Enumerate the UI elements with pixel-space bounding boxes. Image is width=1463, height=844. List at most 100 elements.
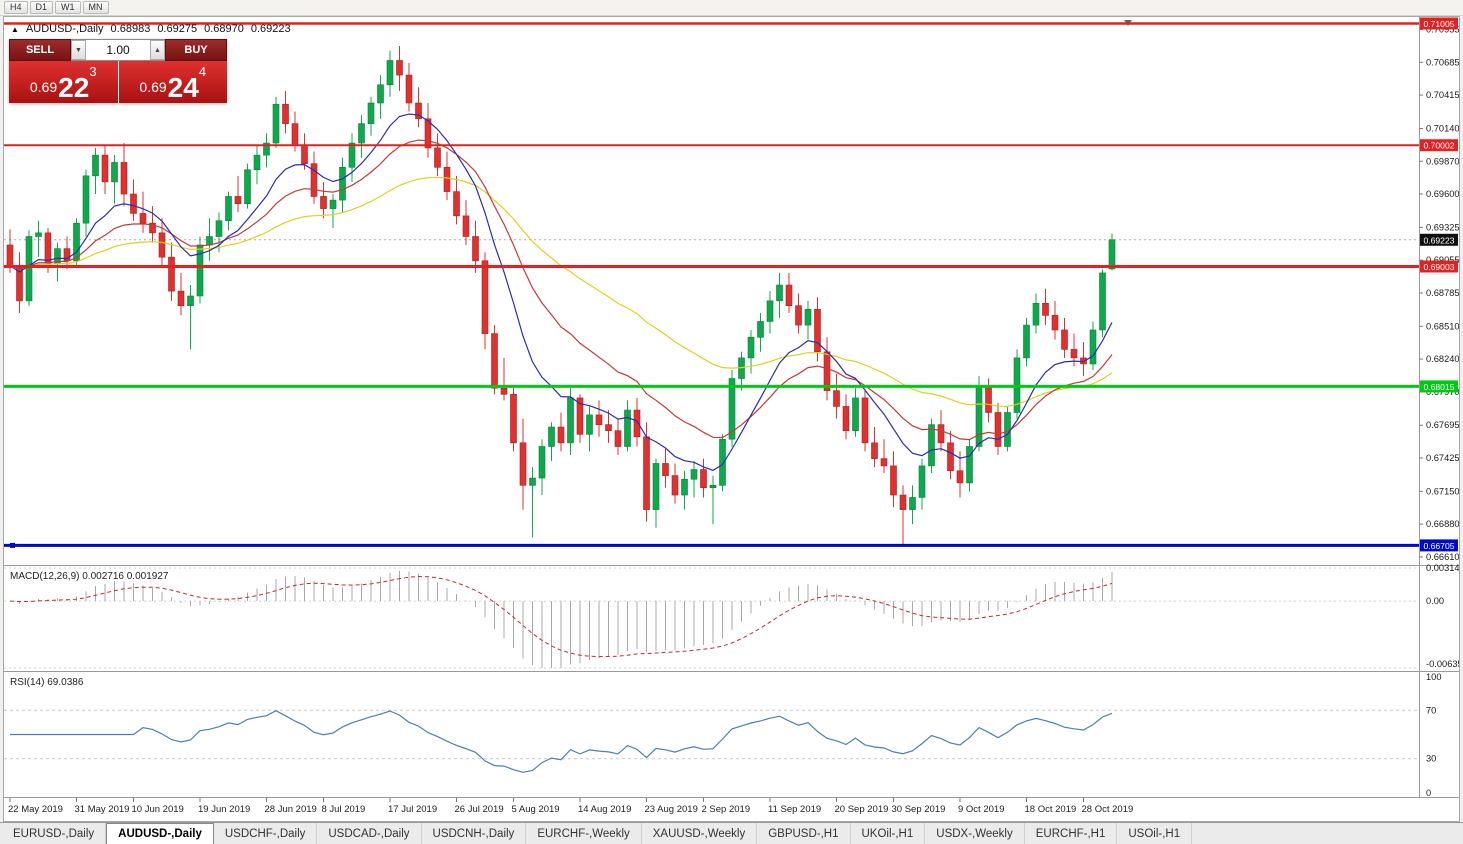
timeframe-toolbar: H4 D1 W1 MN bbox=[0, 0, 1463, 16]
svg-text:0.69003: 0.69003 bbox=[1423, 262, 1454, 272]
chart-tab-USDCAD-Daily[interactable]: USDCAD-,Daily bbox=[317, 823, 422, 844]
price-axis[interactable]: 0.70955 0.70685 0.70415 0.70140 0.69870 0.696… bbox=[1419, 25, 1459, 562]
svg-text:100: 100 bbox=[1426, 672, 1442, 682]
symbol-info-line: ▲ AUDUSD-,Daily 0.68983 0.69275 0.68970 … bbox=[11, 23, 291, 35]
svg-text:14 Aug 2019: 14 Aug 2019 bbox=[578, 804, 631, 815]
svg-text:11 Sep 2019: 11 Sep 2019 bbox=[768, 804, 821, 815]
sell-price-display[interactable]: 0.69 22 3 bbox=[9, 61, 118, 103]
h-line-handle[interactable] bbox=[10, 542, 15, 548]
sell-price-prefix: 0.69 bbox=[29, 79, 58, 95]
svg-text:0.69870: 0.69870 bbox=[1426, 156, 1459, 166]
svg-text:0.69325: 0.69325 bbox=[1426, 222, 1459, 232]
pane-frames bbox=[4, 17, 1459, 798]
timeframe-button-MN[interactable]: MN bbox=[82, 1, 109, 14]
buy-price-display[interactable]: 0.69 24 4 bbox=[118, 61, 227, 104]
sell-button[interactable]: SELL bbox=[9, 39, 71, 61]
svg-text:70: 70 bbox=[1426, 705, 1436, 715]
svg-text:30: 30 bbox=[1426, 754, 1436, 764]
svg-text:0.68785: 0.68785 bbox=[1426, 288, 1459, 298]
svg-text:-0.006353: -0.006353 bbox=[1426, 659, 1459, 669]
ohlc-high: 0.69275 bbox=[157, 23, 198, 35]
svg-text:18 Oct 2019: 18 Oct 2019 bbox=[1025, 804, 1077, 815]
svg-text:26 Jul 2019: 26 Jul 2019 bbox=[455, 804, 504, 815]
buy-price-pips: 24 bbox=[167, 72, 199, 104]
one-click-trading-panel: SELL ▼ ▲ BUY 0.69 22 3 0.69 24 4 bbox=[9, 39, 227, 103]
svg-text:22 May 2019: 22 May 2019 bbox=[8, 804, 63, 815]
chart-tab-USDCNH-Daily[interactable]: USDCNH-,Daily bbox=[422, 823, 527, 844]
svg-text:17 Jul 2019: 17 Jul 2019 bbox=[388, 804, 437, 815]
svg-text:0.69055: 0.69055 bbox=[1426, 255, 1459, 265]
macd-pane: MACD(12,26,9) 0.002716 0.001927 0.003148 0… bbox=[4, 563, 1459, 669]
chart-tab-EURCHF-H1[interactable]: EURCHF-,H1 bbox=[1025, 823, 1118, 844]
svg-text:23 Aug 2019: 23 Aug 2019 bbox=[645, 804, 698, 815]
svg-text:5 Aug 2019: 5 Aug 2019 bbox=[512, 804, 560, 815]
svg-text:0.70955: 0.70955 bbox=[1426, 25, 1459, 35]
svg-text:0.69223: 0.69223 bbox=[1423, 235, 1454, 245]
svg-text:19 Jun 2019: 19 Jun 2019 bbox=[198, 804, 250, 815]
sell-price-pips: 22 bbox=[58, 72, 90, 104]
svg-text:0.68240: 0.68240 bbox=[1426, 354, 1459, 364]
chart-tab-USDCHF-Daily[interactable]: USDCHF-,Daily bbox=[214, 823, 318, 844]
svg-text:0.71005: 0.71005 bbox=[1423, 19, 1454, 29]
volume-stepper: ▼ ▲ bbox=[71, 39, 165, 61]
svg-text:0.67425: 0.67425 bbox=[1426, 453, 1459, 463]
ohlc-low: 0.68970 bbox=[204, 23, 244, 35]
chart-tab-USDX-Weekly[interactable]: USDX-,Weekly bbox=[925, 823, 1025, 844]
rsi-pane: RSI(14) 69.0386 100 70 30 0 bbox=[4, 672, 1442, 798]
svg-text:2 Sep 2019: 2 Sep 2019 bbox=[702, 804, 751, 815]
svg-text:0.68015: 0.68015 bbox=[1423, 382, 1454, 392]
chart-symbol-period: AUDUSD-,Daily bbox=[25, 23, 104, 35]
svg-text:31 May 2019: 31 May 2019 bbox=[75, 804, 130, 815]
svg-text:20 Sep 2019: 20 Sep 2019 bbox=[835, 804, 889, 815]
ohlc-close: 0.69223 bbox=[250, 23, 291, 35]
ma-slow-yellow bbox=[9, 176, 1113, 408]
collapse-panel-icon[interactable]: ▲ bbox=[11, 24, 19, 34]
chart-canvas[interactable]: 0.70955 0.70685 0.70415 0.70140 0.69870 0.696… bbox=[4, 17, 1459, 821]
rsi-label: RSI(14) 69.0386 bbox=[10, 677, 84, 688]
svg-text:0.66610: 0.66610 bbox=[1426, 552, 1459, 562]
buy-button[interactable]: BUY bbox=[165, 39, 227, 61]
ma-fast-blue bbox=[9, 113, 1113, 471]
svg-text:0.70002: 0.70002 bbox=[1423, 141, 1454, 151]
svg-text:10 Jun 2019: 10 Jun 2019 bbox=[132, 804, 184, 815]
rsi-line bbox=[10, 710, 1113, 773]
chart-tab-AUDUSD-Daily[interactable]: AUDUSD-,Daily bbox=[106, 823, 214, 844]
chart-tab-XAUUSD-Weekly[interactable]: XAUUSD-,Weekly bbox=[642, 823, 758, 844]
chart-tab-UKOil-H1[interactable]: UKOil-,H1 bbox=[851, 823, 926, 844]
svg-text:0.67150: 0.67150 bbox=[1426, 486, 1459, 496]
svg-text:8 Jul 2019: 8 Jul 2019 bbox=[322, 804, 366, 815]
chart-tab-EURCHF-Weekly[interactable]: EURCHF-,Weekly bbox=[526, 823, 642, 844]
macd-label: MACD(12,26,9) 0.002716 0.001927 bbox=[10, 571, 169, 582]
macd-signal-line bbox=[9, 575, 1113, 658]
svg-text:0.66880: 0.66880 bbox=[1426, 519, 1459, 529]
chart-area[interactable]: 0.70955 0.70685 0.70415 0.70140 0.69870 0.696… bbox=[3, 16, 1460, 822]
svg-text:28 Jun 2019: 28 Jun 2019 bbox=[265, 804, 317, 815]
chart-tab-GBPUSD-H1[interactable]: GBPUSD-,H1 bbox=[757, 823, 851, 844]
timeframe-button-W1[interactable]: W1 bbox=[55, 1, 81, 14]
chart-tab-EURUSD-Daily[interactable]: EURUSD-,Daily bbox=[2, 823, 107, 844]
svg-text:30 Sep 2019: 30 Sep 2019 bbox=[892, 804, 946, 815]
svg-text:0.70140: 0.70140 bbox=[1426, 123, 1459, 133]
date-axis[interactable]: 22 May 2019 31 May 2019 10 Jun 2019 19 Jun … bbox=[8, 798, 1133, 815]
sell-price-point: 3 bbox=[89, 64, 97, 79]
volume-increase-button[interactable]: ▲ bbox=[150, 40, 165, 60]
buy-price-prefix: 0.69 bbox=[139, 79, 167, 95]
timeframe-button-H4[interactable]: H4 bbox=[4, 1, 28, 14]
ma-medium-red bbox=[9, 139, 1113, 441]
svg-text:0.003148: 0.003148 bbox=[1426, 563, 1459, 573]
level-lines bbox=[4, 22, 1419, 548]
timeframe-button-D1[interactable]: D1 bbox=[29, 1, 54, 14]
svg-text:0.67695: 0.67695 bbox=[1426, 420, 1459, 430]
price-badges: 0.71005 0.70002 0.69003 0.68015 0.66705 0.692… bbox=[1420, 17, 1458, 552]
svg-text:0: 0 bbox=[1426, 788, 1431, 798]
svg-text:9 Oct 2019: 9 Oct 2019 bbox=[958, 804, 1004, 815]
chart-tab-USOil-H1[interactable]: USOil-,H1 bbox=[1117, 823, 1193, 844]
svg-text:0.66705: 0.66705 bbox=[1423, 541, 1454, 551]
svg-text:28 Oct 2019: 28 Oct 2019 bbox=[1082, 804, 1134, 815]
svg-text:0.69600: 0.69600 bbox=[1426, 189, 1459, 199]
svg-text:0.70685: 0.70685 bbox=[1426, 57, 1459, 67]
ohlc-open: 0.68983 bbox=[110, 23, 151, 35]
volume-decrease-button[interactable]: ▼ bbox=[71, 40, 86, 60]
svg-text:0.70415: 0.70415 bbox=[1426, 90, 1459, 100]
volume-input[interactable] bbox=[86, 40, 150, 60]
